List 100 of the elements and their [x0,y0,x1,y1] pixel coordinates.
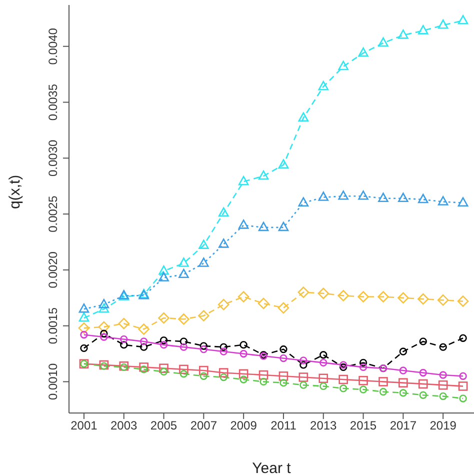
point [78,303,90,313]
x-tick-label: 2019 [430,418,457,433]
point [459,334,467,342]
point [320,382,328,390]
point [180,343,188,351]
point [160,368,168,376]
point [300,356,308,364]
point [198,258,209,267]
point [278,371,288,381]
point [220,348,228,356]
point [358,376,368,386]
point [458,197,468,206]
point [320,351,328,359]
point [158,272,169,282]
point [199,366,208,376]
point [398,30,408,39]
point [80,344,88,352]
point [359,363,368,372]
y-axis-title: q(x,t) [6,174,24,209]
point [378,377,388,386]
point [439,343,447,351]
point [198,310,210,322]
y-tick-label: 0.0015 [46,307,60,344]
point [419,368,427,377]
point [280,354,288,362]
point [80,330,88,339]
point [238,176,249,186]
y-tick-label: 0.0025 [46,195,60,232]
point [298,197,309,206]
point [439,371,447,379]
point [459,372,467,380]
point [140,366,148,374]
point [459,394,467,402]
y-tick-label: 0.0030 [46,139,60,176]
x-tick-label: 2007 [190,418,218,433]
point [418,379,428,389]
point [240,376,248,384]
x-tick-label: 2017 [390,418,417,433]
point [178,313,190,325]
point [180,370,188,378]
point [399,348,408,356]
point [258,298,270,310]
point [218,207,229,217]
y-tick-label: 0.0020 [46,251,60,288]
point [419,338,427,346]
point [457,296,469,307]
point [258,170,269,180]
x-tick-label: 2001 [70,418,98,433]
point [179,364,188,374]
point [178,258,189,267]
point [298,372,308,382]
point [438,380,448,390]
point [138,324,150,335]
point [100,330,108,338]
point [339,361,348,369]
point [399,366,408,374]
point [200,345,208,354]
point [240,350,248,358]
point [120,340,128,349]
point [98,321,110,333]
point [258,222,269,232]
point [220,373,228,382]
point [78,312,90,322]
point [398,292,409,304]
point [338,60,348,70]
point [139,362,148,372]
point [298,286,310,298]
point [278,222,289,232]
point [78,322,90,334]
x-tick-label: 2009 [230,418,258,433]
point [318,374,328,383]
point [398,192,408,202]
point [320,358,328,367]
y-tick-label: 0.0010 [46,363,60,400]
point [359,386,368,394]
point [300,361,308,369]
point [378,291,389,302]
point [180,338,188,346]
point [438,19,448,29]
point [338,374,348,384]
point [140,338,148,346]
point [278,159,289,168]
point [220,343,228,351]
point [300,381,308,389]
point [198,240,209,249]
y-tick-label: 0.0040 [46,28,60,65]
point [419,391,427,399]
point [98,298,110,308]
point [120,335,128,344]
point [118,318,130,330]
point [218,368,228,378]
point [140,343,148,351]
x-tick-label: 2005 [150,418,178,433]
point [358,47,368,57]
point [160,340,168,349]
point [218,298,230,310]
point [339,363,348,372]
point [458,382,468,391]
point [200,342,208,350]
y-tick-label: 0.0035 [46,84,60,121]
